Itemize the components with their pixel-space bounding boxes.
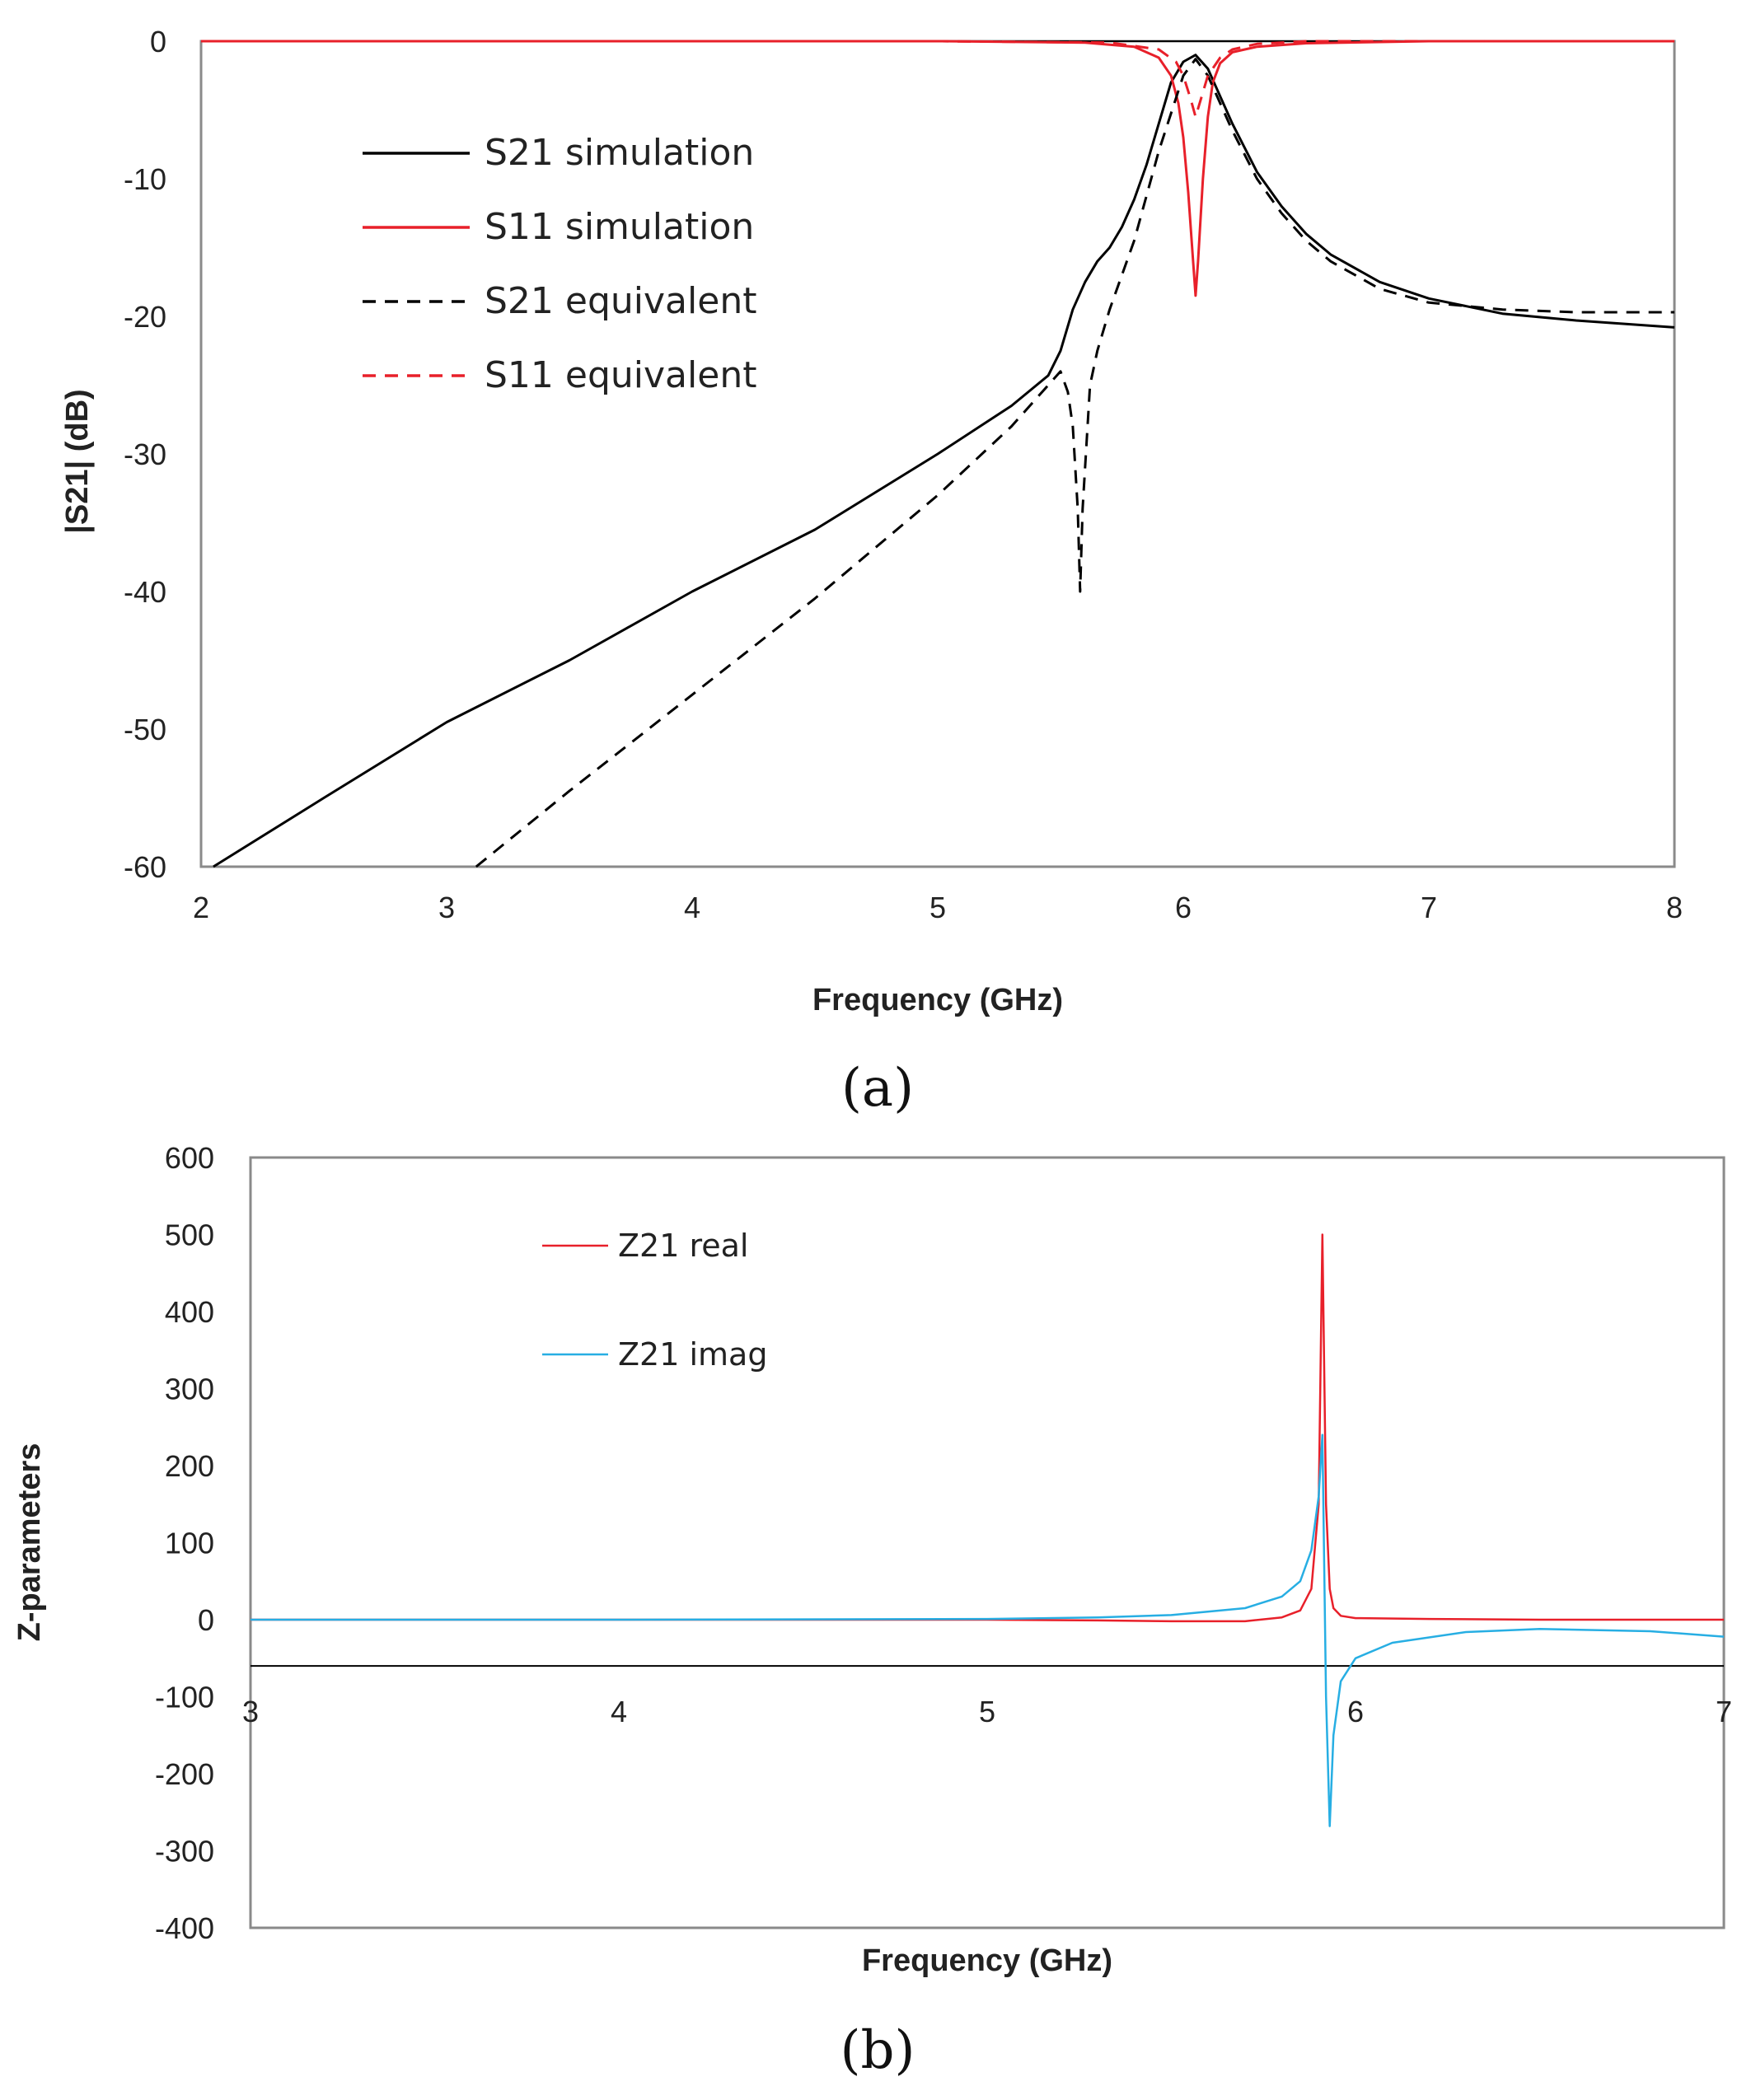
y-tick-label: -60 <box>124 850 166 884</box>
tick-labels-a: 2 3 4 5 6 7 8 0 -10 -20 -30 -40 -50 -60 <box>124 25 1683 924</box>
x-tick-label: 8 <box>1666 891 1683 924</box>
x-tick-label: 3 <box>438 891 455 924</box>
y-tick-label: -200 <box>155 1757 214 1791</box>
y-tick-label: -400 <box>155 1911 214 1945</box>
y-tick-label: -300 <box>155 1835 214 1868</box>
series-line-s21-equivalent <box>475 58 1674 868</box>
x-tick-label: 7 <box>1716 1695 1732 1728</box>
x-tick-label: 6 <box>1347 1695 1364 1728</box>
legend-a: S21 simulation S11 simulation S21 equivale… <box>363 132 756 396</box>
legend-label: Z21 imag <box>618 1336 767 1373</box>
series-b <box>251 1233 1725 1827</box>
legend-label: S21 simulation <box>485 132 754 174</box>
series-line-z21-real <box>251 1233 1724 1623</box>
y-tick-label: -50 <box>124 713 166 746</box>
y-tick-label: -20 <box>124 300 166 334</box>
y-tick-label: 0 <box>198 1603 214 1637</box>
x-tick-label: 7 <box>1421 891 1437 924</box>
x-tick-label: 6 <box>1175 891 1192 924</box>
y-tick-label: 500 <box>165 1218 214 1252</box>
y-tick-label: -10 <box>124 162 166 196</box>
y-tick-label: 200 <box>165 1449 214 1483</box>
x-tick-label: 5 <box>930 891 946 924</box>
y-tick-label: 100 <box>165 1527 214 1560</box>
legend-label: Z21 real <box>618 1228 748 1264</box>
caption-a: (a) <box>841 1058 914 1119</box>
series-line-s11-equivalent <box>201 40 1674 119</box>
series-line-s21-simulation <box>213 54 1675 868</box>
x-tick-label: 2 <box>193 891 209 924</box>
y-tick-label: 400 <box>165 1295 214 1329</box>
legend-label: S11 simulation <box>485 206 754 248</box>
y-tick-label: -100 <box>155 1681 214 1714</box>
x-tick-label: 4 <box>684 891 700 924</box>
y-tick-label: 0 <box>150 25 166 58</box>
x-tick-label: 5 <box>979 1695 995 1728</box>
x-tick-label: 4 <box>611 1695 627 1728</box>
x-axis-title-a: Frequency (GHz) <box>812 983 1063 1017</box>
legend-b: Z21 real Z21 imag <box>542 1228 767 1373</box>
y-tick-label: 300 <box>165 1373 214 1406</box>
y-tick-label: -30 <box>124 437 166 471</box>
y-axis-title-b: Z-parameters <box>12 1443 47 1642</box>
series-a <box>201 40 1675 868</box>
legend-label: S21 equivalent <box>485 280 756 322</box>
series-line-z21-imag <box>251 1434 1725 1827</box>
y-tick-label: -40 <box>124 575 166 609</box>
y-axis-title-a: |S21| (dB) <box>60 389 95 533</box>
caption-b: (b) <box>841 2020 915 2081</box>
plot-area-b <box>249 1156 1726 1929</box>
x-tick-label: 3 <box>242 1695 259 1728</box>
legend-label: S11 equivalent <box>485 354 756 396</box>
x-axis-title-b: Frequency (GHz) <box>862 1943 1112 1978</box>
chart-a: 2 3 4 5 6 7 8 0 -10 -20 -30 -40 -50 -60 Frequency (GH… <box>60 25 1683 1119</box>
y-tick-label: 600 <box>165 1141 214 1175</box>
chart-b: 3 4 5 6 7 600 500 400 300 200 100 0 -100 -200 -300 -400… <box>12 1141 1732 2081</box>
tick-labels-b: 3 4 5 6 7 600 500 400 300 200 100 0 -100 -200 -300 -400 <box>155 1141 1732 1945</box>
